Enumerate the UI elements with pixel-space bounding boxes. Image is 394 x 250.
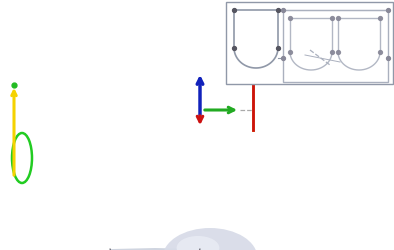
Bar <box>226 2 393 84</box>
Polygon shape <box>110 249 200 250</box>
Ellipse shape <box>177 236 219 250</box>
Ellipse shape <box>162 228 258 250</box>
Polygon shape <box>110 248 200 250</box>
Bar <box>283 10 388 82</box>
